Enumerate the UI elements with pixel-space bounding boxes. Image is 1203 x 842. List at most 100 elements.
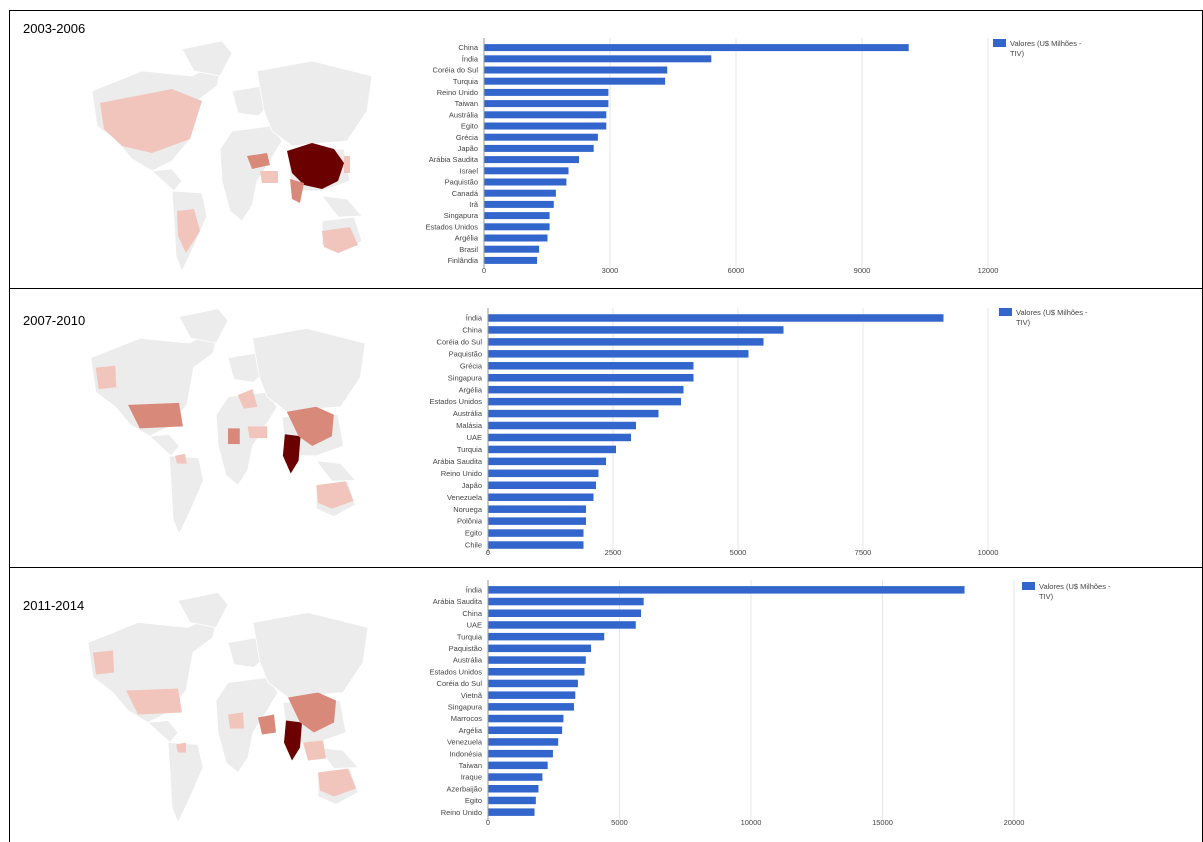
category-label: China [462, 326, 482, 335]
x-tick-label: 15000 [872, 818, 893, 827]
category-label: Paquistão [449, 349, 482, 358]
x-tick-label: 20000 [1004, 818, 1025, 827]
category-label: Estados Unidos [429, 667, 482, 676]
category-label: Egito [465, 529, 482, 538]
category-label: Noruega [453, 505, 483, 514]
category-label: Turquia [457, 632, 483, 641]
bar [488, 621, 636, 629]
category-label: Grécia [460, 361, 483, 370]
bar [488, 668, 585, 676]
x-tick-label: 5000 [730, 548, 747, 557]
bar [488, 679, 578, 688]
period-label: 2007-2010 [23, 313, 86, 328]
bar [488, 469, 599, 478]
bar [484, 178, 567, 186]
bar [484, 133, 598, 141]
category-label: Polônia [457, 517, 483, 526]
category-label: Turquia [453, 77, 479, 86]
x-tick-label: 10000 [741, 818, 762, 827]
category-label: Indonésia [449, 749, 482, 758]
highlight-china [287, 143, 344, 189]
bar [488, 362, 694, 370]
bar [488, 597, 644, 606]
bar [484, 167, 569, 175]
category-label: Venezuela [447, 493, 483, 502]
x-tick-label: 7500 [855, 548, 872, 557]
world-map-2011-2014 [87, 592, 369, 823]
legend-swatch [993, 39, 1006, 47]
bar [488, 773, 543, 781]
category-label: Coréia do Sul [433, 66, 479, 75]
bar [484, 245, 540, 253]
period-label: 2003-2006 [23, 21, 86, 36]
category-label: Egito [465, 796, 482, 805]
bar [488, 761, 548, 770]
category-label: Argélia [455, 234, 479, 243]
bar [488, 808, 535, 816]
legend-label-cont: TIV) [1010, 49, 1025, 58]
bar [484, 88, 609, 96]
category-label: Canadá [452, 189, 479, 198]
highlight-region-mid [128, 402, 334, 446]
category-label: Brasil [459, 245, 478, 254]
bar [488, 493, 594, 501]
category-label: Egito [461, 122, 478, 131]
bar [484, 55, 712, 63]
category-label: Paquistão [445, 178, 478, 187]
x-tick-label: 3000 [602, 266, 619, 275]
highlight-region-light [95, 365, 354, 509]
bar [488, 397, 681, 406]
world-map-2007-2010 [90, 308, 366, 535]
bar [488, 421, 636, 430]
category-label: Singapura [448, 702, 483, 711]
bar [484, 144, 594, 152]
category-label: Índia [466, 314, 483, 323]
category-label: Marrocos [451, 714, 483, 723]
bar [484, 212, 550, 220]
category-label: Iraque [461, 773, 482, 782]
category-label: Estados Unidos [429, 397, 482, 406]
legend-label: Valores (U$ Milhões - [1016, 308, 1088, 317]
category-label: Grécia [456, 133, 479, 142]
bar [484, 100, 609, 108]
category-label: Finlândia [448, 256, 479, 265]
bar [488, 714, 564, 723]
category-label: Coréia do Sul [437, 679, 483, 688]
x-tick-label: 0 [486, 548, 490, 557]
x-tick-label: 9000 [854, 266, 871, 275]
panel-2007-2010: 2007-2010 0 2500 5000 7500 10000 Índia China Co… [9, 288, 1203, 568]
bar [488, 338, 764, 346]
x-tick-label: 2500 [605, 548, 622, 557]
bar [488, 796, 536, 805]
category-label: Japão [462, 481, 482, 490]
category-label: UAE [467, 433, 482, 442]
bar [484, 77, 666, 85]
bar [488, 609, 642, 617]
bar [488, 517, 586, 525]
bar [488, 409, 659, 418]
bar-chart-2011-2014: 0 5000 10000 15000 20000 Índia Arábia Saudita C… [429, 580, 1111, 827]
bar [488, 433, 631, 442]
bar [488, 541, 584, 549]
category-label: China [462, 609, 482, 618]
bar [484, 122, 607, 130]
x-tick-label: 0 [482, 266, 486, 275]
bar [488, 738, 559, 746]
bar [484, 189, 556, 197]
bar [488, 644, 592, 653]
bar [488, 785, 539, 793]
bar-chart-2007-2010: 0 2500 5000 7500 10000 Índia China Coréia do Su… [429, 308, 1088, 557]
category-label: Paquistão [449, 644, 482, 653]
bar [488, 481, 596, 490]
highlight-india [284, 720, 302, 761]
category-label: Arábia Saudita [433, 597, 483, 606]
category-label: Turquia [457, 445, 483, 454]
category-label: Taiwan [455, 99, 478, 108]
bar [488, 586, 965, 594]
bar [484, 234, 548, 242]
category-label: Arábia Saudita [433, 457, 483, 466]
category-label: Singapura [448, 373, 483, 382]
bar [484, 256, 537, 264]
world-map-2003-2006 [91, 40, 373, 272]
